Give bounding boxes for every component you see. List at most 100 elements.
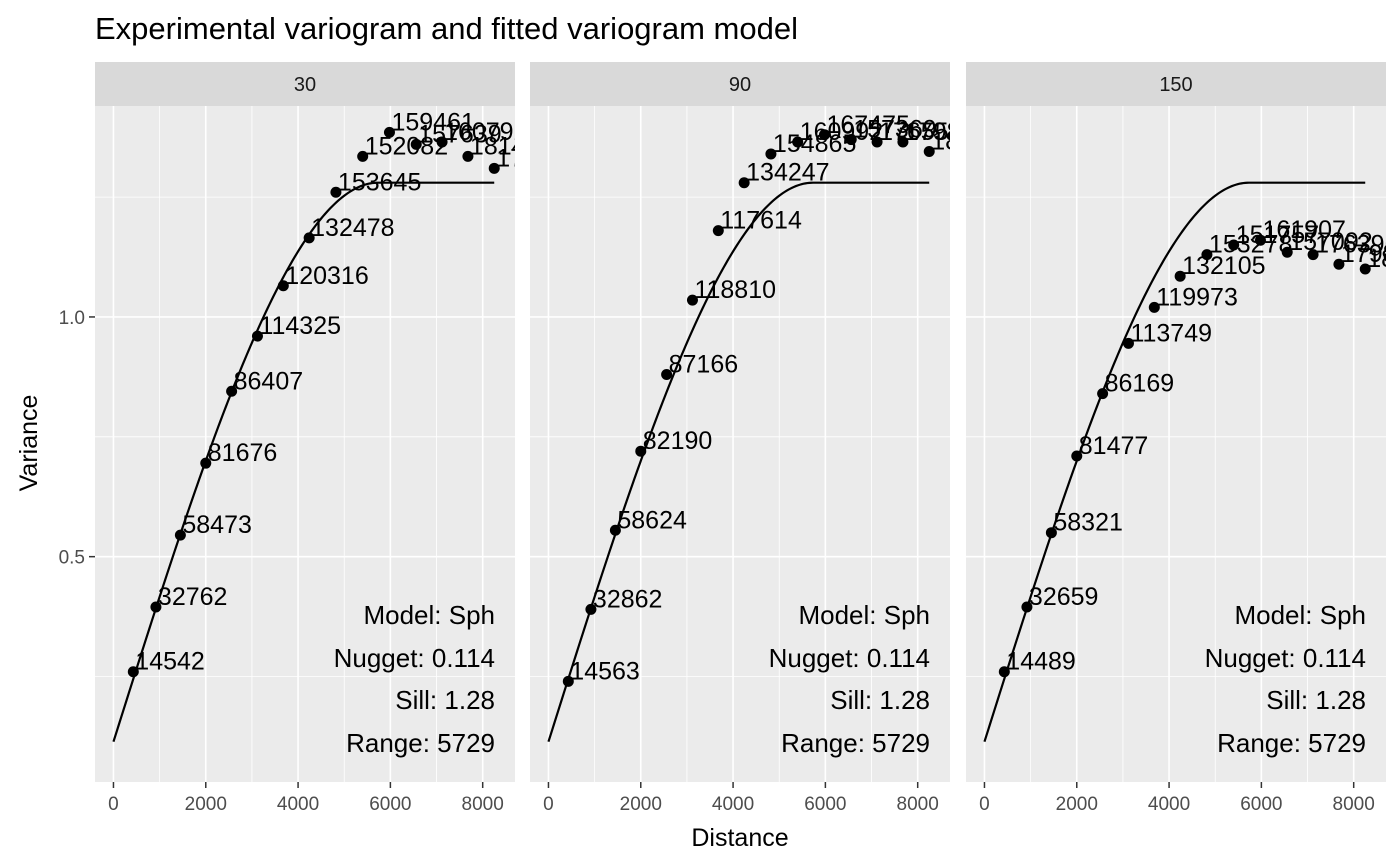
variogram-point xyxy=(661,368,673,380)
point-count-label: 181470 xyxy=(470,132,553,160)
variogram-point xyxy=(410,138,422,150)
model-annotation-line: Model: Sph xyxy=(1234,600,1366,630)
y-tick-label: 0.5 xyxy=(59,548,85,569)
facet-panel-150: 150 0 2000 4000 6000 8000 14489 32659 58321 81477… xyxy=(966,62,1386,815)
point-count-label: 176558 xyxy=(879,118,962,146)
variogram-point xyxy=(1307,249,1319,261)
variogram-point xyxy=(127,666,139,678)
point-count-label: 132478 xyxy=(311,214,394,242)
x-tick-label: 2000 xyxy=(1056,794,1098,815)
point-count-label: 32659 xyxy=(1029,583,1099,611)
x-tick-label: 4000 xyxy=(712,794,754,815)
model-annotation-line: Sill: 1.28 xyxy=(395,685,495,715)
point-count-label: 160792 xyxy=(444,118,527,146)
model-annotation-line: Nugget: 0.114 xyxy=(1205,643,1366,673)
model-annotation-line: Sill: 1.28 xyxy=(1266,685,1366,715)
facet-strip-label: 150 xyxy=(1159,74,1192,96)
point-count-label: 58473 xyxy=(182,511,252,539)
variogram-point xyxy=(765,148,777,160)
variogram-point xyxy=(150,601,162,613)
model-annotation-line: Range: 5729 xyxy=(781,728,930,758)
variogram-point xyxy=(562,675,574,687)
point-count-label: 87166 xyxy=(669,350,739,378)
x-tick-label: 6000 xyxy=(1240,794,1282,815)
point-count-label: 14542 xyxy=(135,648,205,676)
model-annotation-line: Sill: 1.28 xyxy=(830,685,930,715)
panel-content: 14563 32862 58624 82190 87166 118810 117614 134… xyxy=(547,111,1014,743)
point-count-label: 157369 xyxy=(853,116,936,144)
point-count-label: 81477 xyxy=(1079,432,1149,460)
point-count-label: 82190 xyxy=(643,427,713,455)
variogram-point xyxy=(686,294,698,306)
fitted-model-line xyxy=(983,181,1366,743)
facet-panel-30: 30 0 2000 4000 6000 8000 14542 32762 58473 81676 8… xyxy=(95,62,578,815)
model-annotation-line: Range: 5729 xyxy=(346,728,495,758)
variogram-point xyxy=(462,150,474,162)
facet-panel-90: 90 0 2000 4000 6000 8000 14563 32862 58624 82190 8… xyxy=(530,62,1014,815)
variogram-point xyxy=(1281,246,1293,258)
point-count-label: 180023 xyxy=(931,128,1014,156)
x-tick-label: 6000 xyxy=(369,794,411,815)
point-count-label: 153645 xyxy=(338,168,421,196)
variogram-point xyxy=(303,232,315,244)
variogram-point xyxy=(609,524,621,536)
point-count-label: 153278 xyxy=(1209,231,1292,259)
variogram-point xyxy=(330,186,342,198)
point-count-label: 119973 xyxy=(1156,283,1238,311)
variogram-point xyxy=(488,162,500,174)
variogram-point xyxy=(585,603,597,615)
facet-panels: 0.5 1.0 30 0 2000 4000 6000 8000 14542 32762 58473… xyxy=(59,62,1386,815)
variogram-point xyxy=(897,136,909,148)
point-count-label: 154865 xyxy=(773,130,856,158)
x-tick-label: 8000 xyxy=(897,794,939,815)
variogram-point xyxy=(1174,270,1186,282)
point-count-label: 58321 xyxy=(1053,509,1123,537)
point-count-label: 14563 xyxy=(570,657,640,685)
variogram-point xyxy=(1148,301,1160,313)
variogram-point xyxy=(1228,239,1240,251)
point-count-label: 32862 xyxy=(593,585,663,613)
variogram-point xyxy=(1045,527,1057,539)
variogram-point xyxy=(174,529,186,541)
variogram-point xyxy=(226,385,238,397)
model-annotation-line: Range: 5729 xyxy=(1217,728,1366,758)
point-count-label: 114325 xyxy=(259,312,341,340)
panel-content: 14489 32659 58321 81477 86169 113749 119973 132… xyxy=(983,181,1386,743)
facet-strip xyxy=(966,62,1386,106)
point-count-label: 161907 xyxy=(1262,216,1345,244)
x-tick-label: 6000 xyxy=(804,794,846,815)
x-tick-label: 4000 xyxy=(277,794,319,815)
variogram-point xyxy=(277,280,289,292)
x-tick-label: 0 xyxy=(979,794,990,815)
variogram-point xyxy=(1071,450,1083,462)
point-count-label: 14489 xyxy=(1006,648,1076,676)
point-count-label: 86169 xyxy=(1105,370,1175,398)
point-count-label: 157092 xyxy=(1289,228,1372,256)
point-count-label: 32762 xyxy=(158,583,228,611)
y-tick-label: 1.0 xyxy=(59,308,85,329)
model-annotation-line: Nugget: 0.114 xyxy=(334,643,495,673)
variogram-point xyxy=(436,136,448,148)
x-axis-title: Distance xyxy=(691,824,788,852)
variogram-point xyxy=(1097,388,1109,400)
fitted-model-line xyxy=(112,181,495,743)
y-axis-title: Variance xyxy=(15,395,43,492)
variogram-point xyxy=(1359,263,1371,275)
panel-background xyxy=(530,106,950,782)
variogram-point xyxy=(1122,337,1134,349)
variogram-point xyxy=(871,136,883,148)
point-count-label: 159461 xyxy=(391,108,474,136)
model-annotation-line: Model: Sph xyxy=(363,600,495,630)
point-count-label: 81676 xyxy=(208,439,278,467)
point-count-label: 117614 xyxy=(720,207,802,235)
point-count-label: 151757 xyxy=(1236,221,1319,249)
x-tick-label: 0 xyxy=(108,794,119,815)
variogram-point xyxy=(1254,234,1266,246)
variogram-point xyxy=(1201,249,1213,261)
point-count-label: 118810 xyxy=(694,276,776,304)
point-count-label: 178112 xyxy=(496,144,578,172)
variogram-point xyxy=(712,225,724,237)
point-count-label: 134247 xyxy=(746,159,829,187)
variogram-point xyxy=(998,666,1010,678)
